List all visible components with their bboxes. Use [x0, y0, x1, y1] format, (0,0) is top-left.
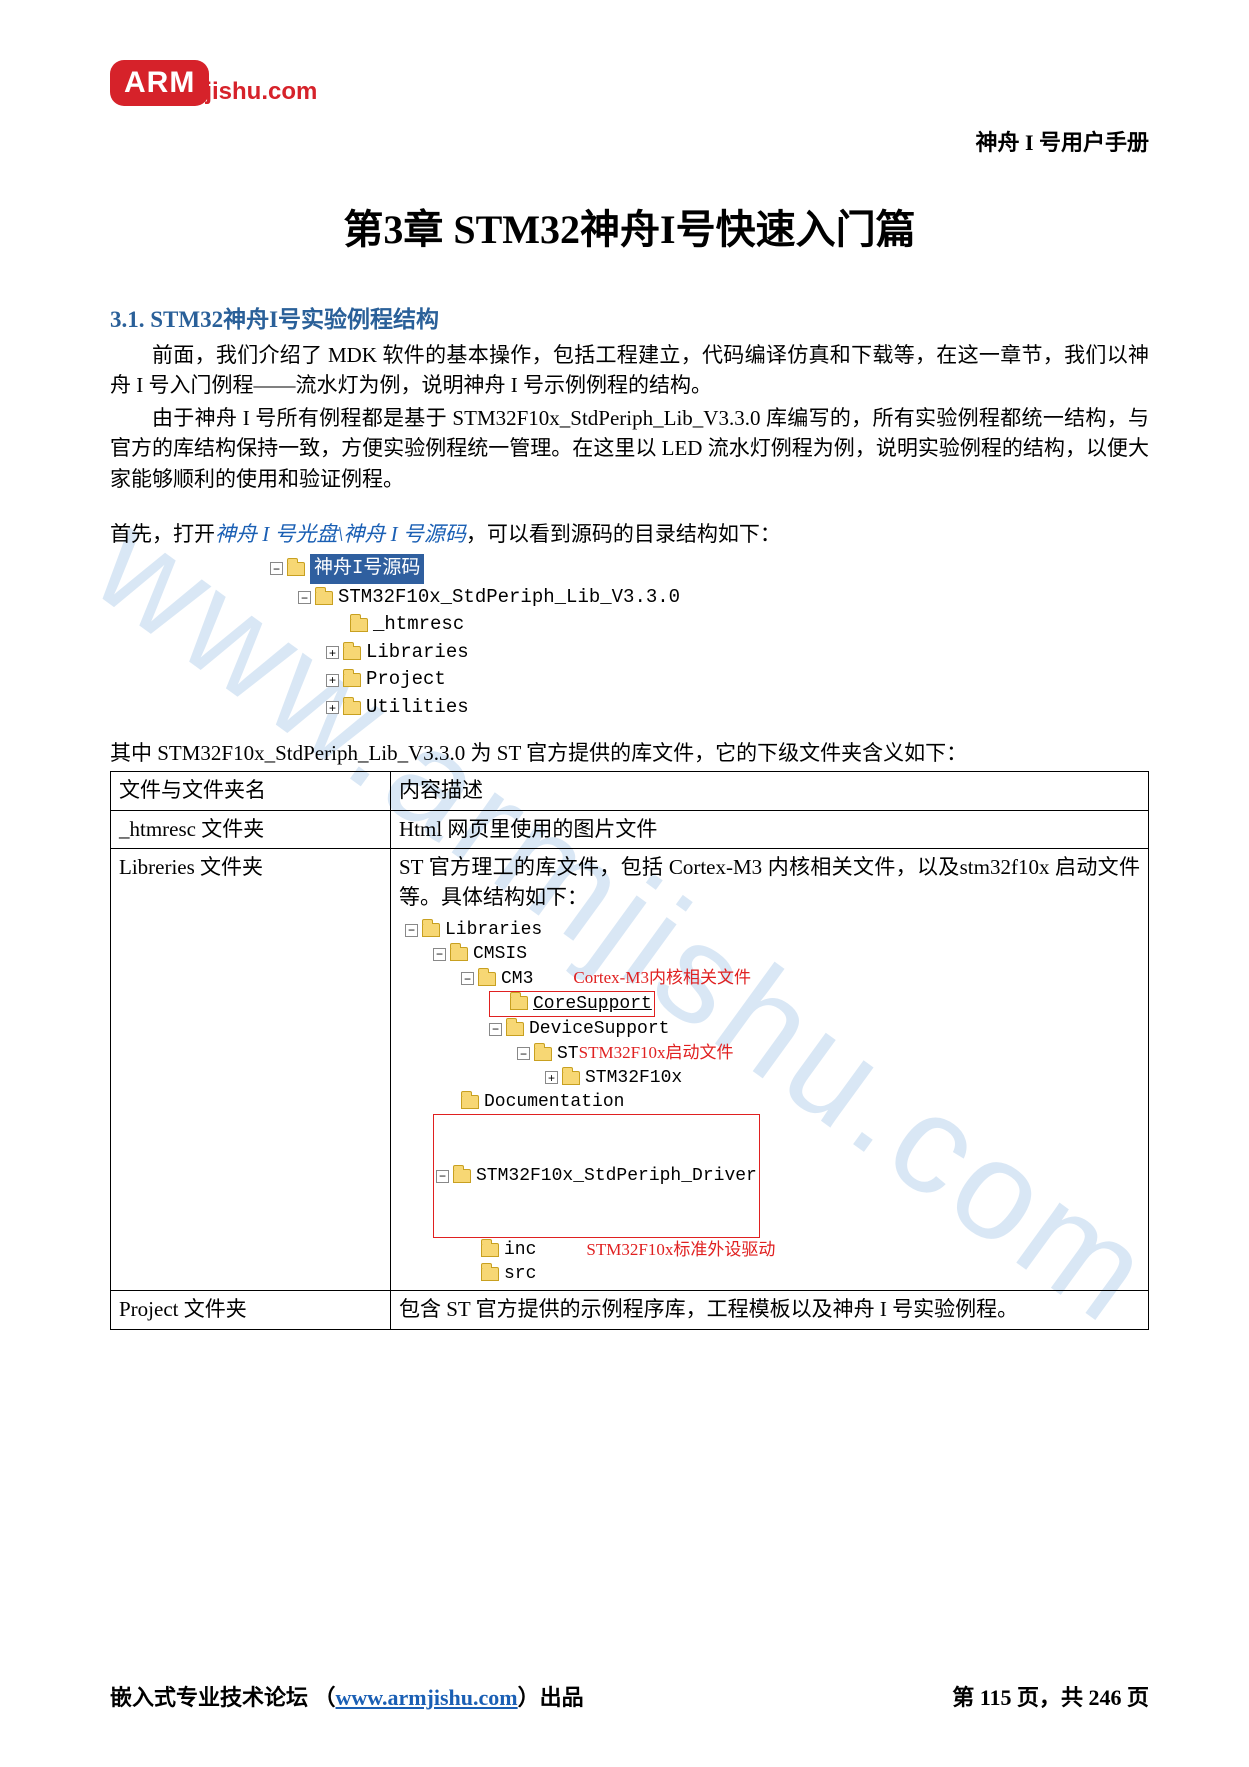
collapse-icon[interactable]: − — [436, 1170, 449, 1183]
folder-icon — [343, 646, 361, 660]
collapse-icon[interactable]: − — [461, 972, 474, 985]
tree-node[interactable]: DeviceSupport — [529, 1017, 669, 1041]
tree-node[interactable]: STM32F10x_StdPeriph_Lib_V3.3.0 — [338, 584, 680, 612]
folder-icon — [450, 947, 468, 961]
folder-icon — [422, 923, 440, 937]
table-cell: Project 文件夹 — [111, 1291, 391, 1329]
folder-icon — [478, 972, 496, 986]
tree-node[interactable]: STM32F10x — [585, 1066, 682, 1090]
folder-icon — [350, 618, 368, 632]
folder-icon — [506, 1022, 524, 1036]
table-cell: Libreries 文件夹 — [111, 849, 391, 1291]
tree-node[interactable]: Project — [366, 666, 446, 694]
annotation: STM32F10x标准外设驱动 — [586, 1239, 775, 1262]
folder-icon — [534, 1047, 552, 1061]
text: ）出品 — [518, 1685, 584, 1710]
tree-node[interactable]: src — [504, 1262, 536, 1286]
table-cell: 包含 ST 官方提供的示例程序库，工程模板以及神舟 I 号实验例程。 — [391, 1291, 1149, 1329]
folder-icon — [287, 562, 305, 576]
logo-badge: ARM — [110, 60, 209, 106]
cell-text: ST 官方理工的库文件，包括 Cortex-M3 内核相关文件，以及stm32f… — [399, 853, 1140, 912]
folder-icon — [461, 1095, 479, 1109]
tree-caption: 首先，打开神舟 I 号光盘\神舟 I 号源码，可以看到源码的目录结构如下： — [110, 518, 1149, 548]
text: ，可以看到源码的目录结构如下： — [466, 522, 781, 546]
tree-node[interactable]: ST — [557, 1042, 579, 1066]
collapse-icon[interactable]: − — [270, 562, 283, 575]
collapse-icon[interactable]: − — [489, 1023, 502, 1036]
folder-icon — [343, 701, 361, 715]
description-table: 文件与文件夹名 内容描述 _htmresc 文件夹 Html 网页里使用的图片文… — [110, 771, 1149, 1329]
folder-icon — [510, 996, 528, 1010]
logo-tail: jishu.com — [205, 78, 317, 106]
collapse-icon[interactable]: − — [433, 948, 446, 961]
text: 首先，打开 — [110, 522, 215, 546]
document-name: 神舟 I 号用户手册 — [110, 125, 1149, 157]
folder-icon — [453, 1169, 471, 1183]
table-row: 文件与文件夹名 内容描述 — [111, 772, 1149, 810]
table-cell: Html 网页里使用的图片文件 — [391, 810, 1149, 848]
section-title: 3.1. STM32神舟I号实验例程结构 — [110, 300, 1149, 334]
tree-node[interactable]: CMSIS — [473, 942, 527, 966]
folder-icon — [481, 1267, 499, 1281]
tree-node[interactable]: inc — [504, 1238, 536, 1262]
expand-icon[interactable]: + — [326, 646, 339, 659]
folder-icon — [481, 1243, 499, 1257]
tree-node[interactable]: STM32F10x_StdPeriph_Driver — [476, 1164, 757, 1188]
footer-link[interactable]: www.armjishu.com — [336, 1685, 518, 1710]
table-caption: 其中 STM32F10x_StdPeriph_Lib_V3.3.0 为 ST 官… — [110, 737, 1149, 767]
page-footer: 嵌入式专业技术论坛 （www.armjishu.com）出品 第 115 页，共… — [110, 1680, 1149, 1712]
tree-node[interactable]: Libraries — [366, 639, 469, 667]
collapse-icon[interactable]: − — [298, 591, 311, 604]
tree-node[interactable]: CM3 — [501, 967, 533, 991]
collapse-icon[interactable]: − — [517, 1047, 530, 1060]
folder-icon — [562, 1071, 580, 1085]
tree-node[interactable]: Utilities — [366, 694, 469, 722]
paragraph: 前面，我们介绍了 MDK 软件的基本操作，包括工程建立，代码编译仿真和下载等，在… — [110, 340, 1149, 401]
tree-node[interactable]: CoreSupport — [533, 994, 652, 1014]
tree-node[interactable]: _htmresc — [373, 611, 464, 639]
footer-left: 嵌入式专业技术论坛 （www.armjishu.com）出品 — [110, 1680, 584, 1712]
folder-icon — [343, 673, 361, 687]
annotation: Cortex-M3内核相关文件 — [573, 967, 751, 990]
text: 嵌入式专业技术论坛 （ — [110, 1685, 336, 1710]
tree-node-selected[interactable]: 神舟I号源码 — [310, 554, 424, 584]
table-row: Project 文件夹 包含 ST 官方提供的示例程序库，工程模板以及神舟 I … — [111, 1291, 1149, 1329]
table-cell: _htmresc 文件夹 — [111, 810, 391, 848]
table-cell: ST 官方理工的库文件，包括 Cortex-M3 内核相关文件，以及stm32f… — [391, 849, 1149, 1291]
path-link: 神舟 I 号光盘\神舟 I 号源码 — [215, 522, 466, 546]
libraries-tree: − Libraries − CMSIS − CM3 Cortex-M3内核相关文件 Co… — [405, 918, 1140, 1286]
collapse-icon[interactable]: − — [405, 924, 418, 937]
tree-node[interactable]: Libraries — [445, 918, 542, 942]
annotation: STM32F10x启动文件 — [579, 1042, 734, 1065]
source-tree: −神舟I号源码 −STM32F10x_StdPeriph_Lib_V3.3.0 … — [270, 554, 1149, 721]
footer-right: 第 115 页，共 246 页 — [952, 1680, 1149, 1712]
expand-icon[interactable]: + — [545, 1071, 558, 1084]
tree-node[interactable]: Documentation — [484, 1090, 624, 1114]
table-header: 内容描述 — [391, 772, 1149, 810]
body-text: 前面，我们介绍了 MDK 软件的基本操作，包括工程建立，代码编译仿真和下载等，在… — [110, 340, 1149, 494]
table-row: _htmresc 文件夹 Html 网页里使用的图片文件 — [111, 810, 1149, 848]
table-header: 文件与文件夹名 — [111, 772, 391, 810]
table-row: Libreries 文件夹 ST 官方理工的库文件，包括 Cortex-M3 内… — [111, 849, 1149, 1291]
folder-icon — [315, 591, 333, 605]
expand-icon[interactable]: + — [326, 701, 339, 714]
chapter-title: 第3章 STM32神舟I号快速入门篇 — [110, 197, 1149, 255]
site-logo: ARMjishu.com — [110, 60, 370, 115]
paragraph: 由于神舟 I 号所有例程都是基于 STM32F10x_StdPeriph_Lib… — [110, 403, 1149, 494]
expand-icon[interactable]: + — [326, 674, 339, 687]
